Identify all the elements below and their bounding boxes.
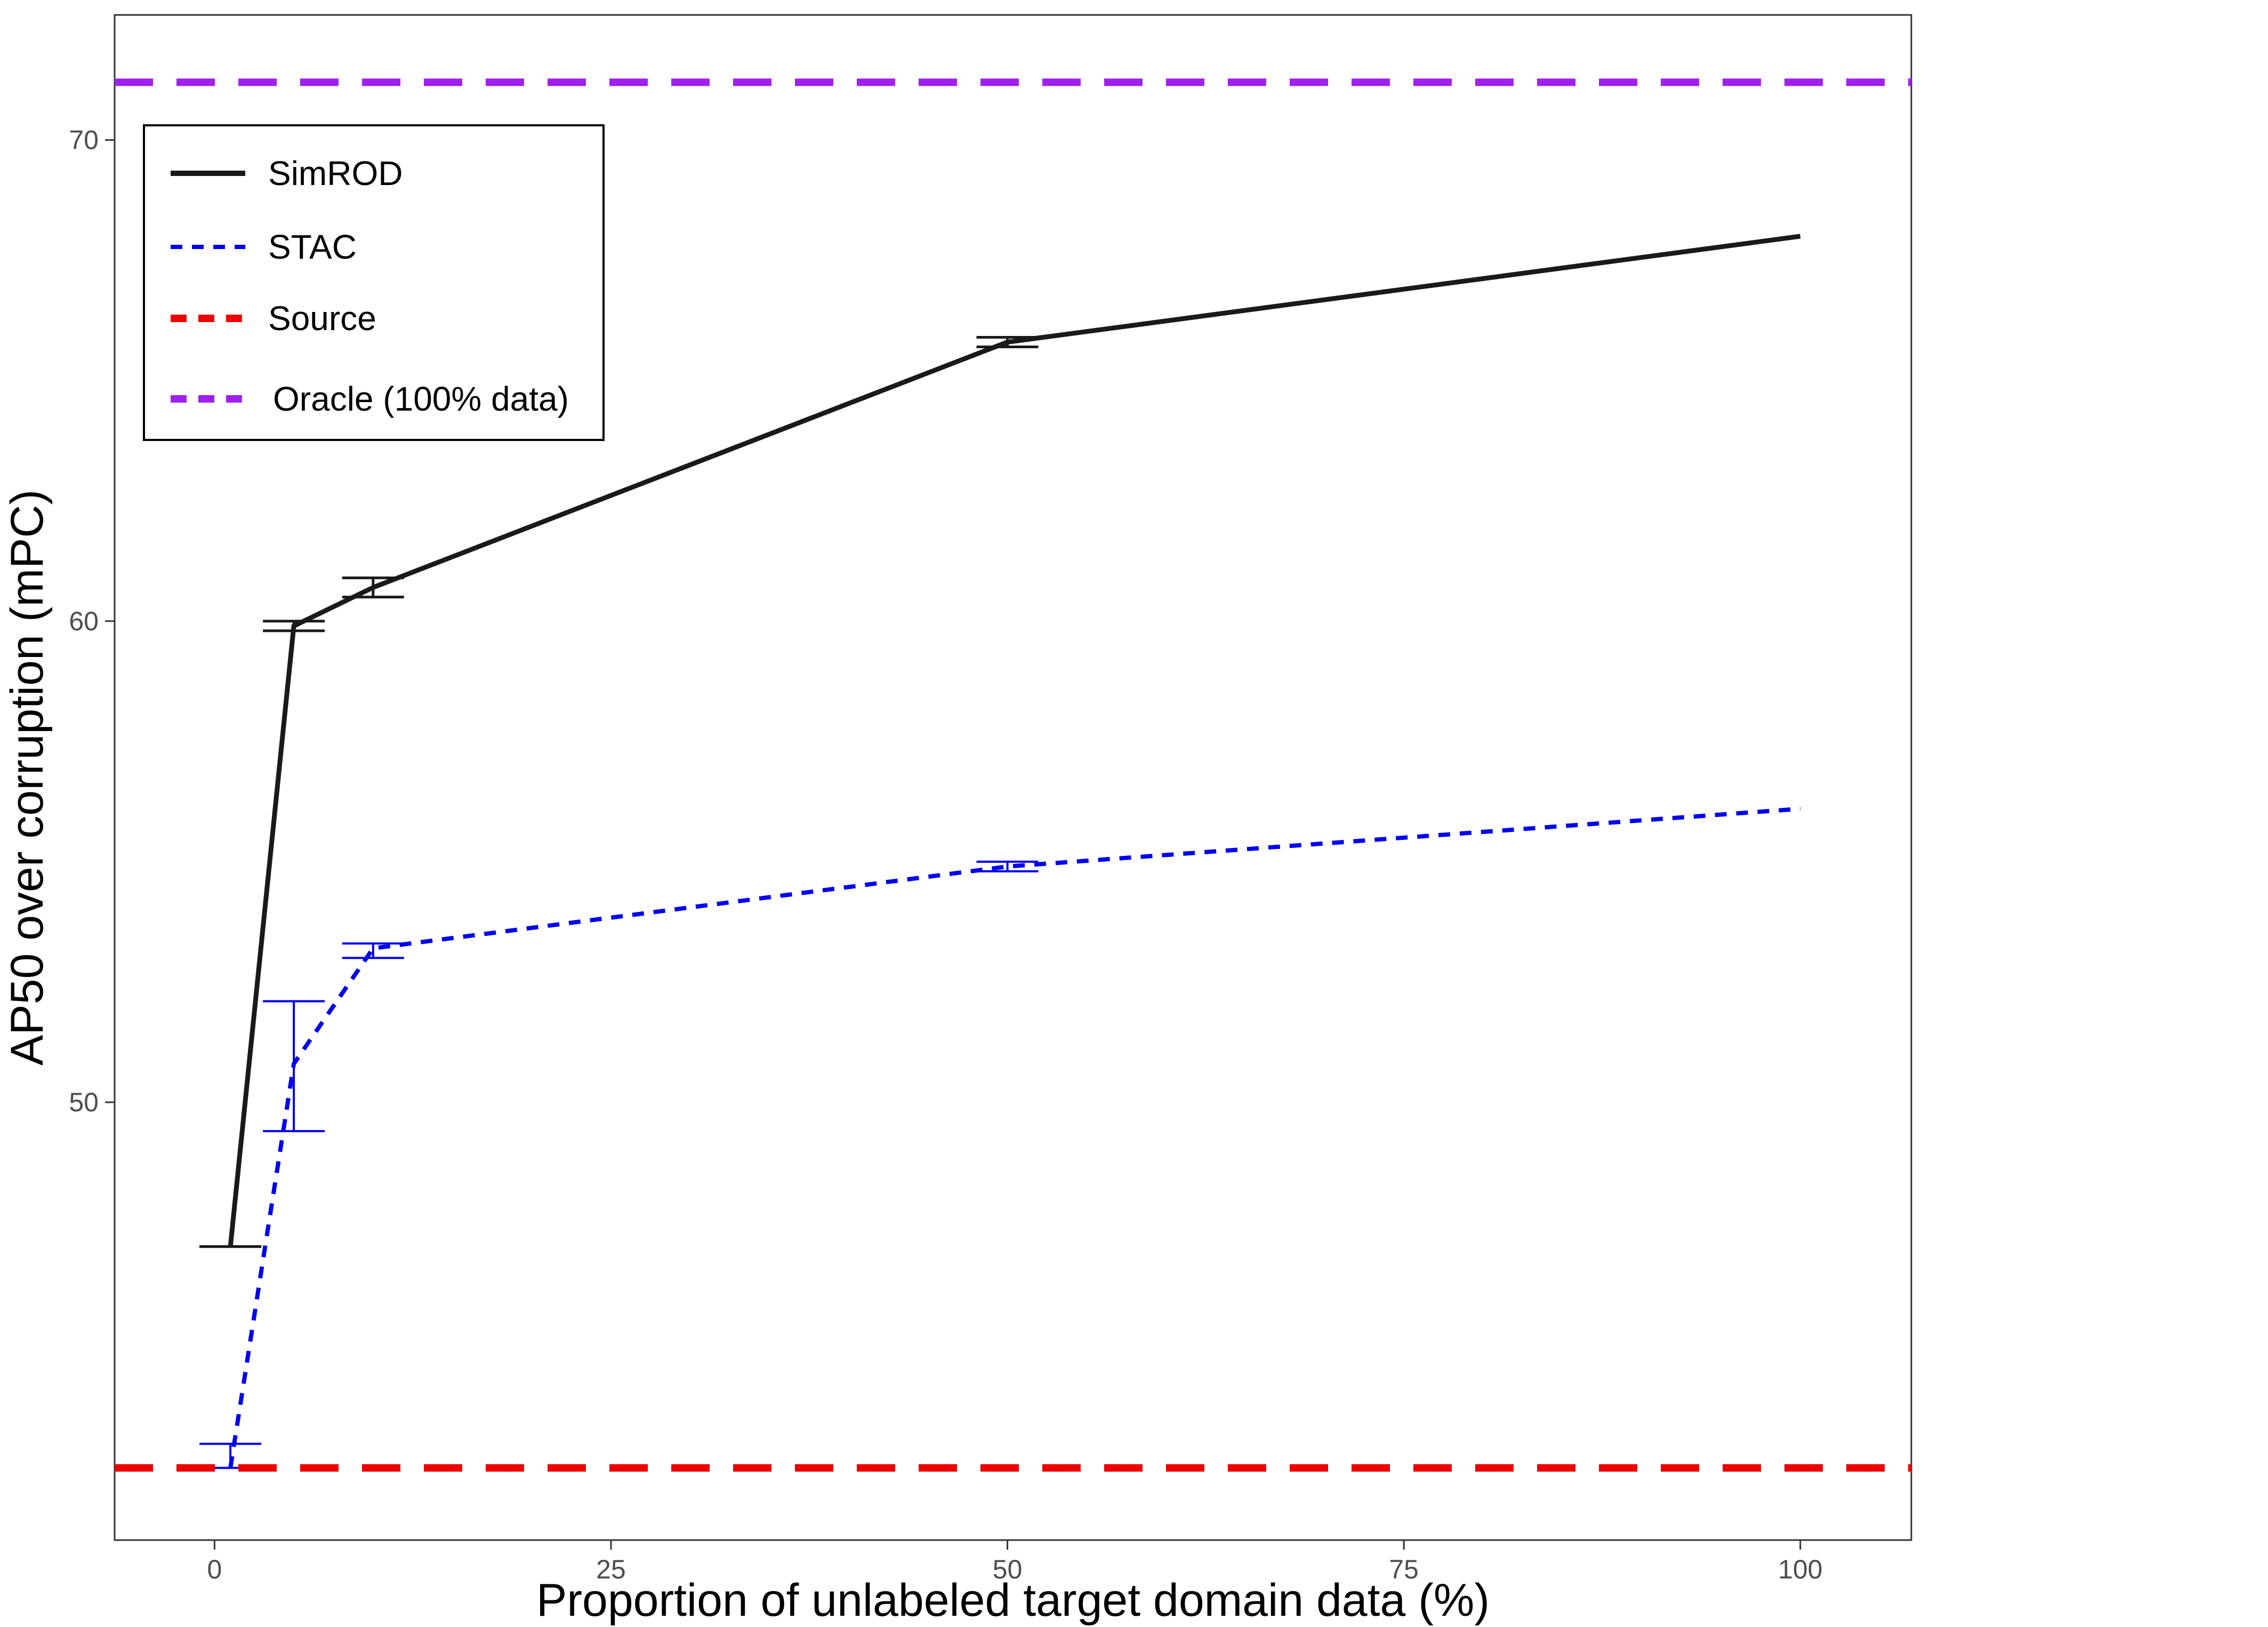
legend-label-oracle-100-data: Oracle (100% data) bbox=[273, 380, 569, 418]
plot-panel-border bbox=[114, 14, 1912, 1541]
x-axis-ticks: 0 25 50 75 100 bbox=[207, 1540, 1823, 1584]
x-tick-label: 25 bbox=[596, 1554, 626, 1584]
x-tick-label: 75 bbox=[1389, 1554, 1419, 1584]
legend-label-stac: STAC bbox=[268, 228, 357, 266]
y-axis-title: AP50 over corruption (mPC) bbox=[2, 490, 53, 1065]
series-layer bbox=[115, 78, 1911, 1472]
x-tick-label: 0 bbox=[207, 1554, 222, 1584]
legend-label-simrod: SimROD bbox=[268, 154, 403, 193]
stac-error-bar bbox=[976, 860, 1039, 872]
stac-error-bar bbox=[342, 942, 404, 959]
x-tick-label: 50 bbox=[993, 1554, 1023, 1584]
x-axis-title: Proportion of unlabeled target domain da… bbox=[536, 1575, 1490, 1626]
y-tick-label: 60 bbox=[69, 606, 99, 636]
legend-label-source: Source bbox=[268, 299, 376, 338]
axes: 0 25 50 75 100 50 60 70 Proportion of unlabele… bbox=[2, 125, 1823, 1626]
y-tick-label: 50 bbox=[69, 1087, 99, 1117]
legend-box bbox=[143, 124, 605, 441]
legend: SimROD STAC Source Oracle (100% data) bbox=[143, 124, 605, 441]
simrod-line bbox=[228, 234, 1801, 1247]
y-tick-label: 70 bbox=[69, 125, 99, 155]
plot-area bbox=[114, 14, 1912, 1541]
y-axis-ticks: 50 60 70 bbox=[69, 125, 115, 1117]
stac-line bbox=[228, 806, 1801, 1469]
x-tick-label: 100 bbox=[1778, 1554, 1822, 1584]
